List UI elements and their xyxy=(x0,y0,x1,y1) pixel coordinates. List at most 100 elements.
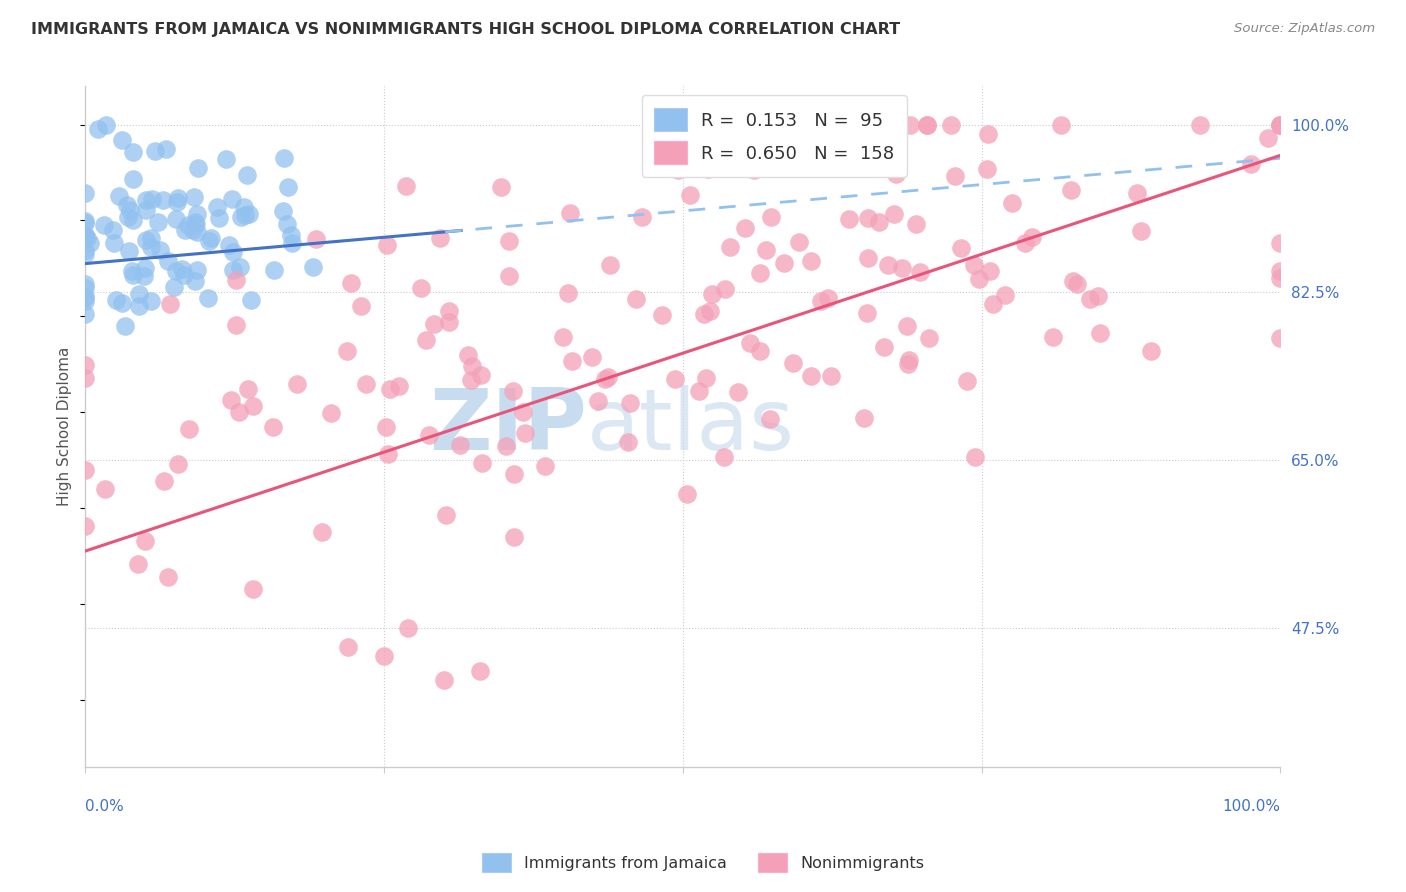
Point xyxy=(148,215,170,229)
Point xyxy=(471,456,494,470)
Point xyxy=(787,235,810,249)
Point xyxy=(377,447,399,461)
Point xyxy=(350,299,373,313)
Point xyxy=(897,357,920,371)
Point xyxy=(222,244,245,259)
Point xyxy=(949,241,972,255)
Point xyxy=(166,191,188,205)
Point xyxy=(374,419,396,434)
Point xyxy=(533,458,555,473)
Point xyxy=(668,162,690,177)
Point xyxy=(1240,157,1263,171)
Point xyxy=(489,180,512,194)
Point xyxy=(513,426,536,441)
Point xyxy=(165,264,187,278)
Point xyxy=(75,463,97,477)
Point xyxy=(617,434,640,449)
Point xyxy=(218,238,240,252)
Point xyxy=(395,178,418,193)
Point xyxy=(117,210,139,224)
Point xyxy=(599,258,621,272)
Point xyxy=(706,118,728,132)
Point xyxy=(229,260,252,275)
Point xyxy=(183,274,205,288)
Y-axis label: High School Diploma: High School Diploma xyxy=(58,347,72,506)
Point xyxy=(118,202,141,217)
Point xyxy=(963,450,986,464)
Point xyxy=(898,118,921,132)
Point xyxy=(205,200,228,214)
Point xyxy=(96,118,118,132)
Point xyxy=(630,210,652,224)
Point xyxy=(967,271,990,285)
Point xyxy=(1049,118,1071,132)
Point xyxy=(135,234,157,248)
Point xyxy=(423,317,446,331)
Point xyxy=(75,229,97,244)
Point xyxy=(225,318,247,332)
Point xyxy=(695,371,717,385)
Point xyxy=(759,412,782,426)
Point xyxy=(1126,186,1149,200)
Point xyxy=(121,263,143,277)
Point xyxy=(918,331,941,345)
Point xyxy=(184,215,207,229)
Point xyxy=(93,218,115,232)
Point xyxy=(75,216,97,230)
Point xyxy=(128,286,150,301)
Point xyxy=(186,206,208,220)
Point xyxy=(111,132,134,146)
Point xyxy=(236,168,259,182)
Point xyxy=(135,203,157,218)
Point xyxy=(375,238,398,252)
Point xyxy=(910,265,932,279)
Point xyxy=(156,253,179,268)
Point xyxy=(75,228,97,243)
Point xyxy=(186,225,208,239)
Point xyxy=(141,192,163,206)
Point xyxy=(304,232,326,246)
Point xyxy=(981,297,1004,311)
Point xyxy=(177,218,200,232)
Point xyxy=(917,118,939,132)
Point xyxy=(103,236,125,251)
Point xyxy=(75,186,97,200)
Point xyxy=(943,169,966,183)
Point xyxy=(388,378,411,392)
Point xyxy=(759,210,782,224)
Point xyxy=(127,557,149,571)
Point xyxy=(233,200,256,214)
Point xyxy=(876,258,898,272)
Point xyxy=(174,223,197,237)
Point xyxy=(810,294,832,309)
Point xyxy=(165,211,187,226)
Point xyxy=(586,394,609,409)
Point xyxy=(221,192,243,206)
Point xyxy=(856,211,879,225)
Point xyxy=(699,304,721,318)
Point xyxy=(755,243,778,257)
Point xyxy=(702,287,724,301)
Point xyxy=(121,268,143,282)
Point xyxy=(979,264,1001,278)
Point xyxy=(963,258,986,272)
Point xyxy=(1087,289,1109,303)
Point xyxy=(437,303,460,318)
Point xyxy=(302,260,325,274)
Point xyxy=(354,377,377,392)
Point xyxy=(1001,195,1024,210)
Point xyxy=(378,382,401,396)
Point xyxy=(772,256,794,270)
Text: atlas: atlas xyxy=(588,385,796,468)
Point xyxy=(219,392,242,407)
Point xyxy=(222,262,245,277)
Point xyxy=(111,295,134,310)
Point xyxy=(503,467,526,481)
Point xyxy=(820,369,842,384)
Point xyxy=(619,395,641,409)
Point xyxy=(139,240,162,254)
Point xyxy=(231,210,253,224)
Point xyxy=(200,231,222,245)
Point xyxy=(139,293,162,308)
Point xyxy=(1270,236,1292,251)
